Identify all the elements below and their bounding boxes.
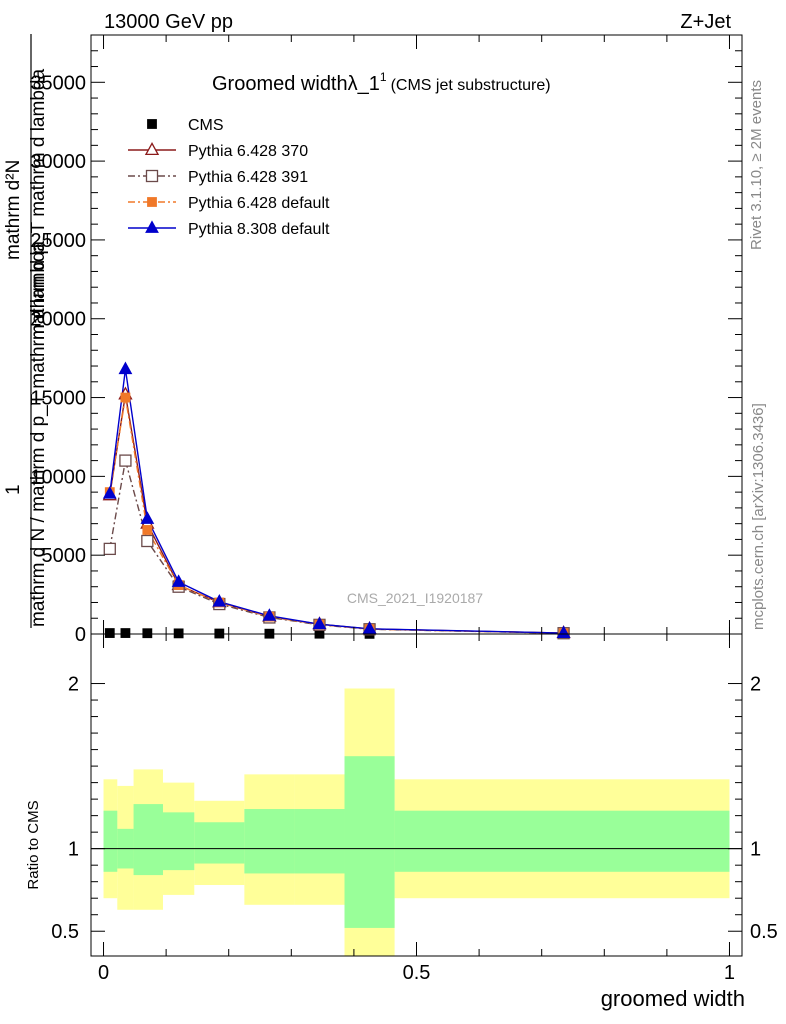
ratio-band-green — [244, 809, 295, 874]
legend-entry: Pythia 8.308 default — [128, 220, 330, 238]
main-ytick-label: 10000 — [30, 466, 86, 488]
legend-marker — [144, 142, 160, 156]
series-line-2 — [109, 460, 564, 634]
legend-marker — [145, 169, 159, 183]
main-ylabel: mathrm d N / mathrm d p_T mathrm d lambd… — [3, 34, 49, 628]
rivet-label: Rivet 3.1.10, ≥ 2M events — [748, 80, 765, 250]
main-plot: 0 5000 10000 15000 20000 25000 30000 35000 — [30, 34, 743, 646]
series-point-2 — [119, 454, 132, 467]
main-ytick-label: 0 — [75, 624, 86, 646]
main-ytick-label: 25000 — [30, 230, 86, 252]
legend-label: Pythia 8.308 default — [188, 221, 330, 238]
series-point-0 — [173, 628, 184, 639]
legend-entry: Pythia 6.428 370 — [128, 142, 308, 160]
series-point-4 — [102, 486, 117, 499]
ratio-band-green — [394, 810, 730, 872]
series-point-4 — [140, 511, 155, 524]
main-ytick-label: 15000 — [30, 388, 86, 410]
ratio-xtick-label: 1 — [724, 962, 735, 984]
ratio-band-green — [162, 812, 195, 871]
mcplots-label: mcplots.cern.ch [arXiv:1306.3436] — [750, 403, 767, 630]
ratio-xtick-label: 0.5 — [403, 962, 431, 984]
title-sup: 1 — [380, 70, 387, 84]
legend: CMS Pythia 6.428 370 Pythia 6.428 391 Pythi… — [128, 117, 330, 238]
ratio-ytick-label-right: 2 — [750, 674, 761, 696]
series-point-0 — [142, 628, 153, 639]
legend-label: Pythia 6.428 370 — [188, 143, 308, 160]
legend-entry: CMS — [147, 117, 224, 134]
legend-marker — [147, 197, 157, 207]
series-line-4 — [109, 369, 564, 634]
ratio-xtick-label: 0 — [98, 962, 109, 984]
header-right: Z+Jet — [680, 11, 731, 33]
legend-entry: Pythia 6.428 default — [128, 195, 330, 212]
legend-marker — [147, 119, 157, 129]
legend-entry: Pythia 6.428 391 — [128, 169, 308, 186]
series-point-4 — [362, 621, 377, 634]
series-point-2 — [103, 542, 116, 556]
ratio-ytick-label: 0.5 — [51, 921, 79, 943]
series-point-3 — [142, 525, 153, 535]
plot-title: Groomed widthλ_11 (CMS jet substructure) — [212, 70, 551, 95]
series-line-1 — [109, 394, 564, 634]
main-ytick-label: 20000 — [30, 309, 86, 331]
series-point-4 — [262, 608, 277, 621]
title-suffix: (CMS jet substructure) — [391, 77, 551, 94]
ratio-ytick-label-right: 1 — [750, 839, 761, 861]
main-ytick-label: 5000 — [42, 545, 87, 567]
title-main: Groomed width — [212, 73, 348, 95]
ylabel-numerator-denom: mathrm d p_T mathrm d lambda — [28, 69, 49, 340]
series-point-4 — [212, 594, 227, 607]
legend-label: Pythia 6.428 391 — [188, 169, 308, 186]
series-point-3 — [120, 392, 131, 403]
series-point-0 — [120, 628, 131, 638]
ratio-ylabel: Ratio to CMS — [25, 800, 42, 889]
series-point-4 — [118, 361, 133, 375]
ratio-band-green — [294, 809, 345, 874]
series-line-3 — [109, 397, 564, 634]
ratio-ytick-label-right: 0.5 — [750, 921, 778, 943]
ratio-ytick-label: 2 — [68, 674, 79, 696]
series-point-4 — [556, 625, 571, 638]
legend-label: CMS — [188, 117, 224, 134]
series-point-4 — [312, 616, 327, 630]
series-point-2 — [141, 534, 154, 548]
main-ytick-label: 30000 — [30, 151, 86, 173]
ylabel-numerator: mathrm d²N — [3, 160, 24, 260]
title-symbol: λ_1 — [348, 73, 380, 95]
header-left: 13000 GeV pp — [104, 11, 233, 33]
ratio-band-green — [103, 810, 118, 872]
series-point-0 — [104, 628, 115, 638]
main-ytick-label: 35000 — [30, 72, 86, 94]
legend-label: Pythia 6.428 default — [188, 195, 330, 212]
ratio-plot: 0.5 0.5 1 1 2 2 0 0.5 1 — [51, 633, 778, 984]
ylabel-one: 1 — [3, 484, 24, 495]
ratio-ytick-label: 1 — [68, 839, 79, 861]
analysis-watermark: CMS_2021_I1920187 — [347, 590, 483, 606]
ratio-band-green — [194, 822, 245, 864]
legend-marker — [145, 220, 159, 233]
svg-text:Groomed widthλ_11(CMS jet subs: Groomed widthλ_11 (CMS jet substructure) — [212, 70, 551, 95]
ratio-band-green — [133, 804, 163, 876]
ratio-xlabel: groomed width — [601, 986, 745, 1011]
series-point-4 — [171, 574, 186, 587]
ratio-band-green — [344, 756, 395, 928]
ylabel-denominator: mathrm d N / mathrm d p_T mathrm d lambd… — [28, 240, 49, 627]
